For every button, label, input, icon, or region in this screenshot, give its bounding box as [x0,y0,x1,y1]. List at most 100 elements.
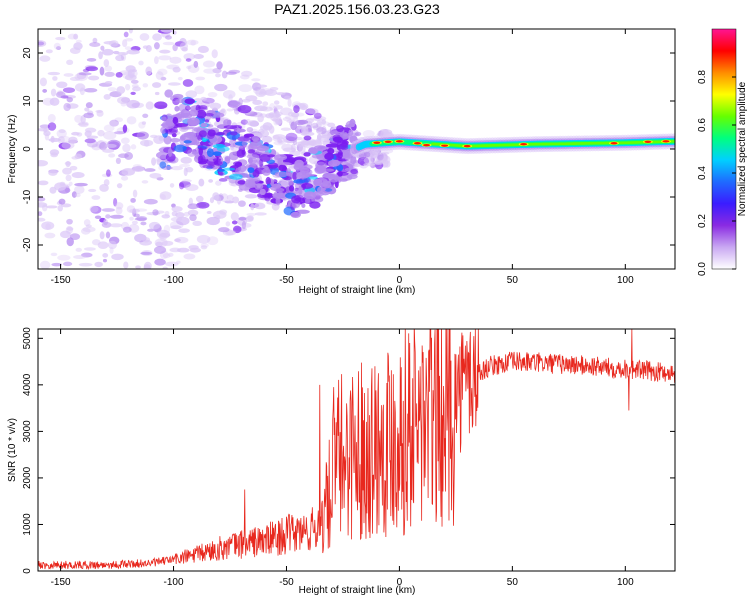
spectrogram-blob [305,108,319,114]
snr-y-tick-label: 2000 [22,466,33,489]
spectrogram-blob [262,168,271,176]
spectrogram-blob [148,221,161,230]
spectrogram-blob [51,262,62,267]
spectrogram-blob [190,40,196,46]
spectrogram-blob [44,232,56,239]
spectrogram-blob [216,168,225,172]
spectrogram-blob [47,71,61,76]
spectrogram-blob [131,220,138,225]
spectrogram-blob [277,139,283,143]
spectrogram-blob [183,131,197,139]
spectrogram-blob [69,165,78,171]
spectrogram-blob [86,58,97,62]
spectrogram-blob [181,46,188,52]
spectrogram-blob [48,169,58,176]
spectrogram-blob [104,71,115,77]
snr-y-tick-label: 3000 [22,420,33,443]
spectrogram-blob [273,140,286,146]
spectrogram-blob [332,134,341,142]
spectrogram-blob [71,191,77,198]
spectrogram-blob [303,152,311,157]
colorbar-tick-label: 0.6 [697,118,708,132]
spectrogram-blob [644,140,652,143]
spectrogram-blob [59,183,71,189]
spectrogram-blob [83,112,94,119]
spectrogram-blob [214,83,228,92]
spectrogram-blob [61,141,75,150]
spectrogram-blob [413,142,421,145]
spectrogram-blob [50,152,58,158]
spectrogram-blob [273,154,288,161]
spectrogram-blob [38,197,46,202]
spectrogram-blob [56,81,68,89]
spectrogram-blob [162,266,168,269]
spectrogram-blob [257,84,268,88]
spectrogram-blob [292,171,298,181]
spectrogram-blob [328,159,341,167]
spectrogram-blob [206,148,214,158]
spectrogram-blob [293,105,300,113]
spectrogram-blob [315,127,327,135]
spectrogram-blob [226,194,234,201]
spectrogram-blob [75,39,82,43]
snr-panel: -150 -100 -50 0 50 100 010002000300040005000 … [7,327,676,596]
spectrogram-blob [109,223,123,228]
spectrogram-blob [38,159,48,167]
spectrogram-y-tick-label: 20 [22,47,33,59]
spectrogram-blob [362,130,375,138]
spectrogram-blob [275,92,286,96]
spectrogram-blob [283,136,295,143]
colorbar-tick-label: 0.2 [697,214,708,228]
spectrogram-blob [167,252,174,257]
spectrogram-blob [327,173,339,179]
spectrogram-blob [159,161,167,169]
spectrogram-blob [113,197,118,207]
spectrogram-blob [348,129,354,137]
spectrogram-blob [50,88,57,97]
spectrogram-blob [108,153,116,158]
spectrogram-blob [278,164,287,172]
spectrogram-blob [171,210,178,217]
spectrogram-blob [218,172,224,176]
spectrogram-blob [463,144,471,148]
spectrogram-blob [165,128,177,133]
spectrogram-blob [222,167,236,171]
spectrogram-blob [179,163,191,168]
snr-series-line [38,329,675,571]
spectrogram-blob [71,172,85,179]
spectrogram-blob [337,152,343,159]
spectrogram-blob [288,157,294,164]
spectrogram-blob [123,31,129,38]
spectrogram-blob [423,143,431,147]
spectrogram-blob [144,168,156,172]
spectrogram-blob [152,33,162,41]
spectrogram-blob [39,55,51,62]
spectrogram-blob [154,101,168,109]
spectrogram-blob [154,258,166,266]
spectrogram-blob [105,143,117,148]
spectrogram-blob [38,217,46,222]
spectrogram-blob [308,176,318,180]
spectrogram-blob [153,246,167,254]
spectrogram-blob [350,168,358,175]
spectrogram-blob [250,203,255,211]
spectrogram-x-tick-label: 0 [397,275,403,286]
spectrogram-blob [66,218,73,225]
spectrogram-blob [100,45,105,51]
snr-x-tick-label: 50 [507,577,519,588]
spectrogram-blob [198,178,205,187]
spectrogram-blob [395,140,403,143]
spectrogram-x-tick-label: -100 [164,275,184,286]
spectrogram-blob [279,107,293,116]
colorbar: 0.0 0.2 0.4 0.6 0.8 Normalized spectral ampl… [697,28,748,276]
spectrogram-blob [373,141,381,144]
spectrogram-blob [99,231,105,240]
spectrogram-blob [45,49,53,54]
spectrogram-blob [193,127,204,132]
spectrogram-blob [209,102,222,110]
spectrogram-blob [85,102,93,109]
spectrogram-blob [294,187,300,192]
spectrogram-blob [107,240,117,250]
spectrogram-blob [65,174,72,182]
